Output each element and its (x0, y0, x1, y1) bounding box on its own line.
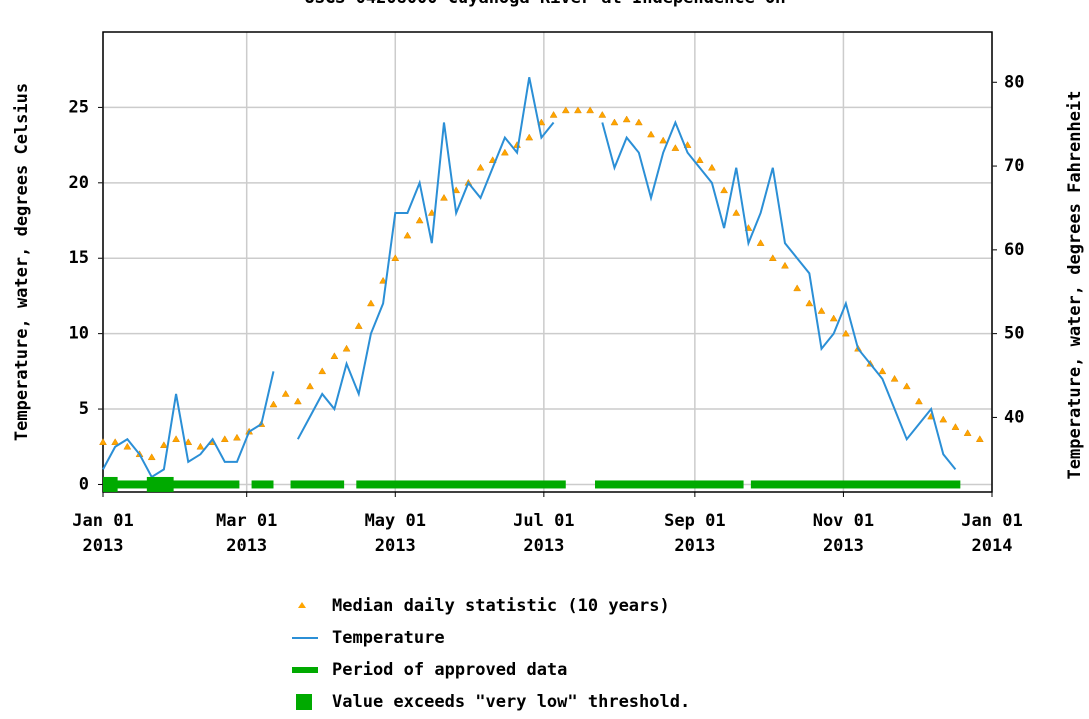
median-marker (671, 144, 680, 151)
y-tick-label: 10 (69, 324, 89, 344)
median-marker (379, 276, 388, 284)
median-marker (196, 442, 205, 450)
y-tick-label: 20 (69, 173, 89, 193)
median-marker (293, 397, 302, 405)
approved-period (356, 480, 566, 489)
legend-marker (298, 602, 306, 608)
threshold-mark (146, 476, 174, 492)
median-marker (354, 322, 363, 329)
legend-label: Median daily statistic (10 years) (332, 596, 670, 616)
median-marker (586, 106, 595, 114)
median-marker (902, 382, 911, 390)
median-marker (695, 156, 704, 163)
median-marker (914, 397, 923, 405)
legend-label: Value exceeds "very low" threshold. (332, 692, 690, 712)
median-marker (574, 106, 582, 114)
median-marker (756, 239, 765, 246)
median-marker (659, 136, 668, 144)
median-marker (159, 441, 168, 448)
median-marker (220, 435, 229, 442)
median-marker (647, 130, 655, 138)
y2-tick-label: 70 (1004, 156, 1024, 176)
approved-period (594, 480, 744, 489)
median-marker (366, 299, 375, 307)
legend-square (296, 694, 312, 710)
approved-period (251, 480, 274, 489)
approved-period (750, 480, 961, 489)
median-marker (269, 400, 278, 408)
legend-label: Temperature (332, 628, 445, 648)
y2-tick-label: 60 (1004, 240, 1024, 260)
median-marker (793, 284, 802, 292)
x-tick-label: Jan 01 2013 (72, 511, 133, 556)
approved-period (290, 480, 345, 489)
median-marker (768, 254, 777, 261)
x-tick-label: Jan 01 2014 (961, 511, 1022, 556)
y-tick-label: 15 (69, 248, 89, 268)
temperature-line (102, 77, 957, 479)
median-marker (476, 163, 485, 171)
median-marker (537, 118, 546, 126)
x-tick-label: May 01 2013 (365, 511, 426, 556)
median-marker (233, 433, 241, 441)
median-marker (561, 106, 570, 114)
x-tick-label: Mar 01 2013 (216, 511, 277, 556)
median-marker (549, 110, 558, 118)
median-marker (805, 299, 814, 307)
threshold-mark (103, 476, 118, 492)
median-marker (951, 423, 960, 430)
median-marker (634, 118, 643, 126)
median-marker (184, 438, 193, 445)
median-marker (720, 186, 729, 194)
median-marker (330, 352, 339, 360)
median-marker (829, 314, 838, 322)
median-marker (111, 438, 120, 445)
median-marker (878, 367, 887, 375)
y-tick-label: 0 (79, 474, 89, 494)
median-marker (610, 118, 619, 126)
median-marker (817, 307, 826, 314)
median-marker (318, 367, 327, 375)
y-tick-label: 5 (79, 399, 89, 419)
median-marker (781, 261, 789, 269)
median-marker (707, 163, 716, 171)
median-marker (525, 133, 534, 141)
median-marker (415, 216, 424, 224)
y-axis-label: Temperature, water, degrees Celsius (12, 83, 32, 441)
median-marker (403, 231, 412, 239)
median-marker (939, 415, 948, 423)
plot-frame (102, 31, 993, 493)
y2-tick-label: 80 (1004, 72, 1024, 92)
median-marker (975, 435, 984, 442)
median-marker (123, 442, 132, 450)
x-tick-label: Jul 01 2013 (513, 511, 574, 556)
median-marker (342, 344, 351, 352)
y-tick-label: 25 (69, 97, 89, 117)
median-marker (99, 438, 107, 445)
median-marker (598, 110, 607, 118)
median-marker (147, 453, 156, 461)
y2-tick-label: 40 (1004, 407, 1024, 427)
y2-axis-label: Temperature, water, degrees Fahrenheit (1065, 91, 1085, 480)
median-marker (440, 193, 448, 201)
median-marker (427, 208, 436, 216)
median-marker (391, 254, 400, 261)
median-marker (452, 186, 461, 194)
median-marker (890, 374, 899, 382)
y2-tick-label: 50 (1004, 324, 1024, 344)
median-marker (281, 389, 290, 397)
median-marker (732, 208, 741, 216)
x-tick-label: Nov 01 2013 (813, 511, 874, 556)
median-marker (500, 148, 509, 156)
x-tick-label: Sep 01 2013 (664, 511, 725, 556)
chart-title: USGS 04208000 Cuyahoga River at Independ… (304, 0, 785, 8)
median-marker (172, 435, 181, 442)
legend-label: Period of approved data (332, 660, 567, 680)
median-marker (841, 329, 850, 337)
median-marker (306, 382, 314, 390)
median-marker (963, 429, 972, 436)
median-marker (622, 115, 631, 123)
